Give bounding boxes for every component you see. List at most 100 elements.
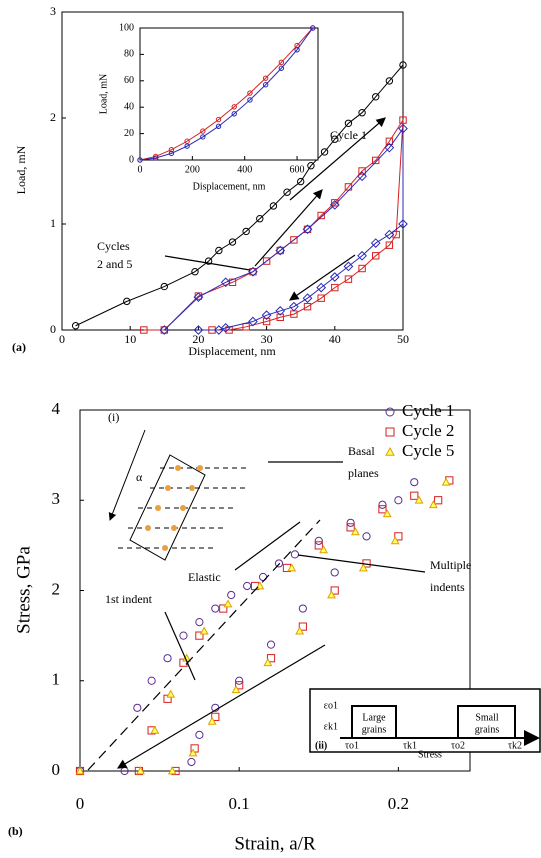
inset-frame — [309, 688, 541, 753]
marker — [275, 306, 286, 316]
marker — [314, 536, 323, 545]
marker — [276, 246, 284, 255]
y-tick-label: 0 — [129, 154, 134, 165]
marker — [220, 277, 231, 288]
x-tick-label: 200 — [185, 164, 200, 175]
marker — [195, 617, 204, 627]
marker — [247, 90, 253, 96]
annotation: Multiple — [430, 558, 471, 572]
marker — [378, 500, 387, 509]
marker — [71, 322, 80, 330]
marker — [346, 523, 355, 532]
marker — [150, 725, 160, 734]
schematic-i — [108, 429, 250, 561]
x-tick-label: 20 — [192, 332, 204, 346]
y-tick-label: 0 — [52, 760, 61, 779]
marker — [227, 590, 236, 600]
marker — [314, 541, 323, 550]
y-tick-label: 40 — [124, 101, 134, 112]
marker — [372, 156, 380, 165]
marker — [153, 155, 159, 161]
marker — [211, 712, 220, 721]
y-axis-label: Load, mN — [14, 145, 28, 194]
label: τk1 — [403, 740, 417, 751]
marker — [195, 631, 204, 640]
annotation: Cycle 1 — [330, 128, 367, 142]
marker — [330, 586, 339, 595]
x-tick-label: 400 — [237, 164, 252, 175]
marker — [441, 477, 451, 486]
marker — [188, 748, 198, 757]
leader-line — [297, 554, 426, 573]
legend-marker — [385, 446, 395, 456]
marker — [200, 134, 206, 140]
marker — [231, 685, 241, 694]
marker — [266, 640, 276, 649]
marker — [297, 177, 305, 186]
marker — [384, 229, 395, 240]
label: εk1 — [324, 721, 338, 732]
x-tick-label: 10 — [124, 332, 136, 346]
x-tick-label: 0 — [76, 794, 85, 813]
x-tick-label: 0 — [59, 332, 65, 346]
legend-marker — [385, 427, 395, 437]
marker — [193, 325, 204, 335]
axis-label: Stress — [418, 749, 442, 760]
marker — [410, 491, 419, 500]
leader-line — [164, 611, 196, 681]
marker — [261, 310, 272, 321]
marker — [247, 97, 253, 103]
marker — [163, 654, 172, 663]
marker — [410, 478, 419, 487]
marker — [215, 246, 223, 255]
marker — [278, 59, 285, 66]
marker — [213, 325, 224, 335]
marker — [319, 545, 329, 554]
marker — [358, 167, 366, 175]
x-axis-label: Displacement, nm — [188, 344, 276, 358]
y-axis-label: Load, mN — [98, 74, 109, 115]
marker — [414, 495, 424, 504]
marker — [276, 313, 284, 321]
marker — [331, 283, 339, 292]
marker — [394, 532, 403, 541]
label: τo2 — [451, 740, 465, 751]
atoms — [145, 465, 203, 551]
marker — [123, 297, 131, 306]
marker — [278, 65, 285, 71]
marker — [262, 75, 269, 81]
marker — [290, 550, 299, 559]
marker — [358, 563, 368, 572]
label: grains — [475, 724, 500, 735]
marker — [302, 224, 313, 235]
marker — [398, 219, 408, 229]
marker — [385, 241, 394, 249]
marker — [231, 104, 237, 110]
marker — [346, 518, 355, 527]
marker — [262, 257, 271, 265]
marker — [344, 119, 353, 128]
marker — [274, 559, 284, 568]
marker — [283, 188, 291, 196]
annotation: Basal — [348, 444, 375, 458]
marker — [193, 292, 204, 303]
marker — [204, 257, 213, 265]
legend-label: Cycle 2 — [402, 421, 454, 440]
marker — [303, 225, 312, 234]
marker — [372, 93, 380, 101]
x-axis-label: Strain, a/R — [234, 833, 316, 854]
marker — [168, 147, 175, 153]
marker — [330, 568, 339, 577]
plot-frame — [139, 27, 319, 161]
label: τk2 — [508, 740, 522, 751]
panel-label: (a) — [12, 340, 26, 354]
y-tick-label: 4 — [52, 399, 61, 418]
marker — [235, 676, 244, 685]
x-axis-label: Displacement, nm — [193, 181, 266, 192]
marker — [215, 116, 222, 123]
marker — [316, 282, 327, 293]
marker — [329, 200, 340, 210]
marker — [137, 157, 143, 163]
marker — [231, 111, 237, 117]
panel-label: (b) — [8, 824, 23, 838]
